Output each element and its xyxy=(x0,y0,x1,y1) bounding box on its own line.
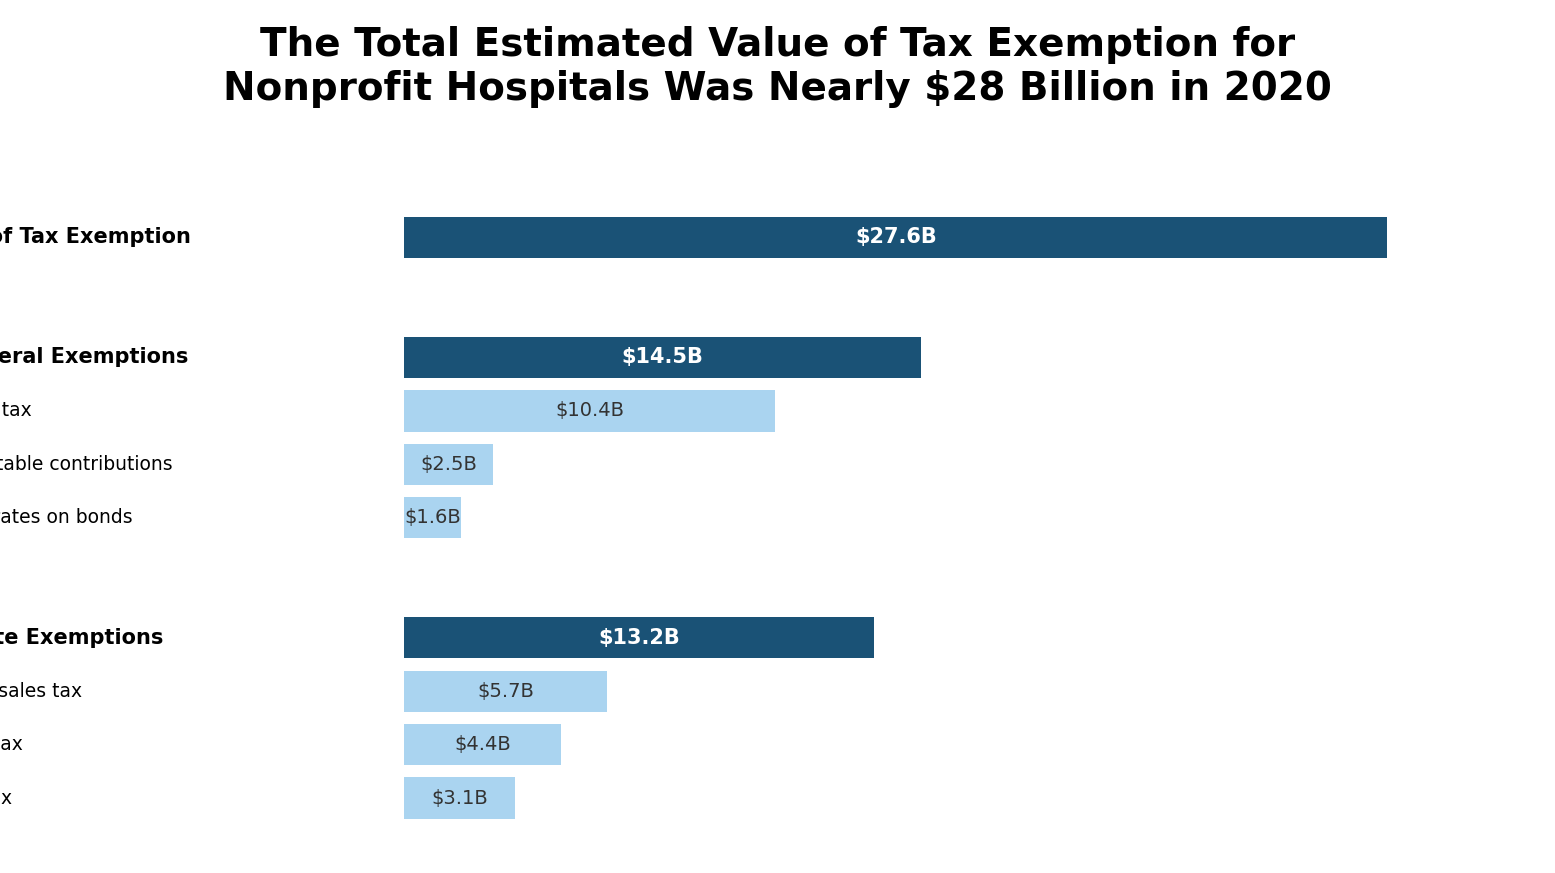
Text: $5.7B: $5.7B xyxy=(477,682,535,701)
Text: $27.6B: $27.6B xyxy=(855,227,936,247)
Text: $14.5B: $14.5B xyxy=(622,347,703,368)
Text: Local property tax: Local property tax xyxy=(0,735,23,754)
Bar xyxy=(404,217,1387,258)
Bar xyxy=(404,617,874,658)
Text: State income tax: State income tax xyxy=(0,788,12,808)
Text: Federal income tax: Federal income tax xyxy=(0,402,33,420)
Bar xyxy=(404,337,921,378)
Bar xyxy=(404,443,493,485)
Text: $4.4B: $4.4B xyxy=(454,735,512,754)
Text: $13.2B: $13.2B xyxy=(599,628,680,648)
Bar xyxy=(404,390,774,431)
Text: $10.4B: $10.4B xyxy=(555,402,624,420)
Bar xyxy=(404,497,462,539)
Text: State and local sales tax: State and local sales tax xyxy=(0,682,82,701)
Text: Increased charitable contributions: Increased charitable contributions xyxy=(0,455,173,474)
Text: Lower interest rates on bonds: Lower interest rates on bonds xyxy=(0,508,132,527)
Text: $1.6B: $1.6B xyxy=(404,508,462,527)
Text: Total Value of Tax Exemption: Total Value of Tax Exemption xyxy=(0,227,191,247)
Text: Value of State Exemptions: Value of State Exemptions xyxy=(0,628,163,648)
Text: Value of Federal Exemptions: Value of Federal Exemptions xyxy=(0,347,188,368)
Text: $3.1B: $3.1B xyxy=(431,788,488,808)
Text: $2.5B: $2.5B xyxy=(420,455,477,474)
Bar xyxy=(404,724,561,766)
Bar xyxy=(404,670,608,711)
Text: The Total Estimated Value of Tax Exemption for
Nonprofit Hospitals Was Nearly $2: The Total Estimated Value of Tax Exempti… xyxy=(222,26,1333,108)
Bar xyxy=(404,777,515,819)
